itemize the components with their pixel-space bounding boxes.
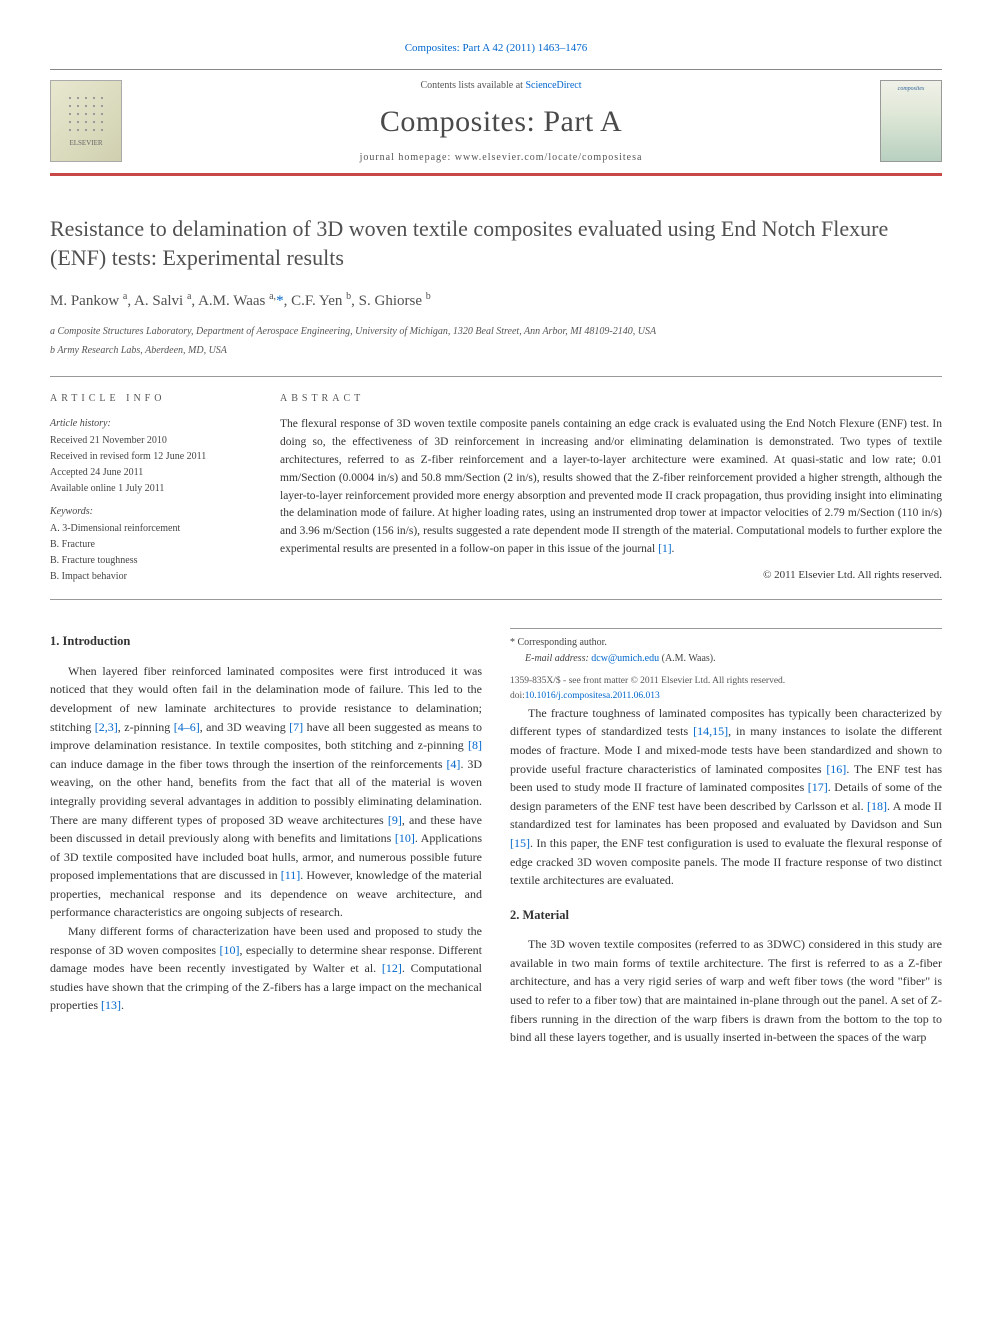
citation-link[interactable]: Composites: Part A 42 (2011) 1463–1476 (405, 42, 588, 54)
affiliation-b: b Army Research Labs, Aberdeen, MD, USA (50, 343, 942, 358)
body-text: . In this paper, the ENF test configurat… (510, 836, 942, 887)
journal-name: Composites: Part A (122, 99, 880, 144)
corresponding-mark-link[interactable]: * (276, 293, 284, 309)
ref-link[interactable]: [9] (388, 813, 402, 827)
ref-link[interactable]: [18] (867, 799, 887, 813)
contents-line: Contents lists available at ScienceDirec… (122, 78, 880, 93)
corresponding-author-note: * Corresponding author. (510, 635, 942, 651)
history-item: Accepted 24 June 2011 (50, 465, 250, 480)
ref-link[interactable]: [7] (289, 720, 303, 734)
doi-line: doi:10.1016/j.compositesa.2011.06.013 (510, 689, 942, 704)
contents-prefix: Contents lists available at (420, 80, 525, 91)
article-info: ARTICLE INFO Article history: Received 2… (50, 391, 250, 585)
body-text: . (121, 998, 124, 1012)
sciencedirect-link[interactable]: ScienceDirect (525, 80, 581, 91)
ref-link[interactable]: [1] (658, 543, 671, 555)
article-title: Resistance to delamination of 3D woven t… (50, 214, 942, 273)
affiliation-a: a Composite Structures Laboratory, Depar… (50, 324, 942, 339)
history-item: Available online 1 July 2011 (50, 481, 250, 496)
elsevier-logo: ELSEVIER (50, 80, 122, 162)
section-heading-material: 2. Material (510, 906, 942, 925)
body-text: , and 3D weaving (200, 720, 289, 734)
history-item: Received in revised form 12 June 2011 (50, 449, 250, 464)
abstract-body: The flexural response of 3D woven textil… (280, 418, 942, 555)
abstract-heading: ABSTRACT (280, 391, 942, 406)
ref-link[interactable]: [4–6] (174, 720, 200, 734)
doi-prefix: doi: (510, 691, 525, 701)
ref-link[interactable]: [2,3] (95, 720, 118, 734)
body-text: The 3D woven textile composites (referre… (510, 935, 942, 1047)
section-heading-intro: 1. Introduction (50, 632, 482, 651)
body-text: can induce damage in the fiber tows thro… (50, 757, 446, 771)
cover-label: composites (898, 85, 925, 94)
journal-header: ELSEVIER Contents lists available at Sci… (50, 69, 942, 176)
author-list: M. Pankow a, A. Salvi a, A.M. Waas a,*, … (50, 289, 942, 313)
info-abstract-row: ARTICLE INFO Article history: Received 2… (50, 376, 942, 600)
article-info-heading: ARTICLE INFO (50, 391, 250, 406)
journal-homepage: journal homepage: www.elsevier.com/locat… (122, 150, 880, 165)
abstract-tail: . (672, 543, 675, 555)
elsevier-label: ELSEVIER (69, 138, 102, 149)
ref-link[interactable]: [8] (468, 738, 482, 752)
footnote-block: * Corresponding author. E-mail address: … (510, 628, 942, 703)
keyword-item: B. Fracture (50, 537, 250, 552)
ref-link[interactable]: [13] (101, 998, 121, 1012)
body-text: , z-pinning (118, 720, 174, 734)
keyword-item: A. 3-Dimensional reinforcement (50, 521, 250, 536)
doi-block: 1359-835X/$ - see front matter © 2011 El… (510, 674, 942, 703)
email-label: E-mail address: (525, 653, 591, 664)
ref-link[interactable]: [10] (219, 943, 239, 957)
abstract-text: The flexural response of 3D woven textil… (280, 416, 942, 559)
journal-header-center: Contents lists available at ScienceDirec… (122, 78, 880, 165)
ref-link[interactable]: [4] (446, 757, 460, 771)
keywords-heading: Keywords: (50, 504, 250, 519)
ref-link[interactable]: [17] (808, 780, 828, 794)
history-heading: Article history: (50, 416, 250, 431)
ref-link[interactable]: [16] (826, 762, 846, 776)
abstract-copyright: © 2011 Elsevier Ltd. All rights reserved… (280, 567, 942, 584)
email-tail: (A.M. Waas). (659, 653, 716, 664)
email-link[interactable]: dcw@umich.edu (591, 653, 659, 664)
citation-header: Composites: Part A 42 (2011) 1463–1476 (50, 40, 942, 57)
doi-link[interactable]: 10.1016/j.compositesa.2011.06.013 (525, 691, 660, 701)
history-item: Received 21 November 2010 (50, 433, 250, 448)
ref-link[interactable]: [12] (382, 961, 402, 975)
journal-cover-thumb: composites (880, 80, 942, 162)
article-body: 1. Introduction When layered fiber reinf… (50, 628, 942, 1046)
abstract-column: ABSTRACT The flexural response of 3D wov… (280, 391, 942, 585)
keyword-item: B. Impact behavior (50, 569, 250, 584)
ref-link[interactable]: [15] (510, 836, 530, 850)
ref-link[interactable]: [14,15] (693, 724, 728, 738)
ref-link[interactable]: [10] (395, 831, 415, 845)
ref-link[interactable]: [11] (281, 868, 301, 882)
issn-line: 1359-835X/$ - see front matter © 2011 El… (510, 674, 942, 689)
affiliations: a Composite Structures Laboratory, Depar… (50, 324, 942, 358)
keyword-item: B. Fracture toughness (50, 553, 250, 568)
email-line: E-mail address: dcw@umich.edu (A.M. Waas… (510, 651, 942, 667)
